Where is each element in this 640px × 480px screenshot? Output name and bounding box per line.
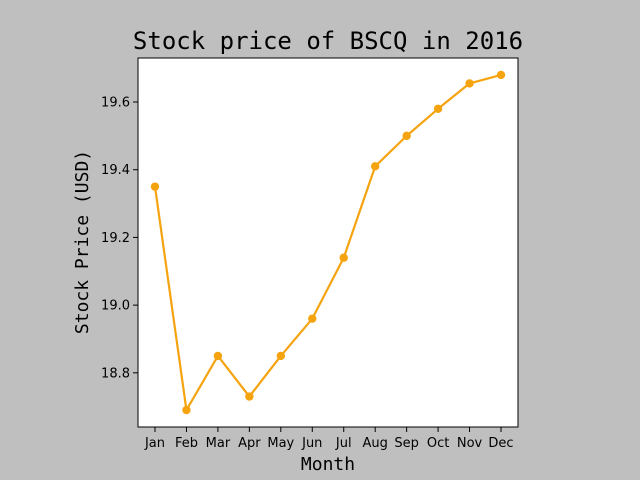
plot-area bbox=[137, 57, 519, 428]
data-point bbox=[276, 351, 286, 361]
x-axis-label: Month bbox=[301, 454, 355, 475]
x-tick-label: May bbox=[267, 436, 294, 451]
x-tick-label: Dec bbox=[488, 436, 513, 451]
chart-title: Stock price of BSCQ in 2016 bbox=[133, 27, 523, 55]
x-tick-label: Feb bbox=[175, 436, 198, 451]
data-point bbox=[182, 405, 191, 415]
data-point bbox=[496, 70, 506, 80]
y-tick-label: 19.0 bbox=[101, 299, 130, 314]
x-tick-label: Sep bbox=[394, 436, 419, 451]
x-tick-label: Apr bbox=[238, 436, 261, 451]
data-point bbox=[213, 351, 223, 361]
series-line bbox=[153, 73, 502, 412]
y-tick-label: 19.2 bbox=[101, 231, 130, 246]
data-point bbox=[465, 79, 474, 88]
x-tick-label: Oct bbox=[427, 436, 449, 451]
x-tick-label: Mar bbox=[206, 436, 231, 451]
data-point bbox=[339, 253, 348, 262]
x-tick-label: Jan bbox=[144, 436, 165, 451]
y-axis-label: Stock Price (USD) bbox=[72, 150, 93, 334]
y-axis: 18.8 19.0 19.2 19.4 19.6 bbox=[101, 96, 138, 381]
x-tick-label: Aug bbox=[362, 436, 387, 451]
series-points bbox=[150, 70, 506, 415]
data-point bbox=[433, 104, 443, 113]
x-axis: Jan Feb Mar Apr May Jun Jul Aug Sep Oct Nov Dec bbox=[144, 427, 514, 451]
data-point bbox=[370, 162, 380, 171]
x-tick-label: Nov bbox=[457, 436, 483, 451]
data-point bbox=[402, 131, 411, 141]
data-point bbox=[245, 392, 254, 401]
data-point bbox=[150, 182, 160, 191]
y-tick-label: 19.6 bbox=[101, 96, 130, 111]
x-tick-label: Jun bbox=[301, 436, 322, 451]
data-point bbox=[308, 314, 317, 323]
y-tick-label: 18.8 bbox=[101, 366, 130, 381]
y-tick-label: 19.4 bbox=[101, 163, 130, 178]
x-tick-label: Jul bbox=[335, 436, 352, 451]
